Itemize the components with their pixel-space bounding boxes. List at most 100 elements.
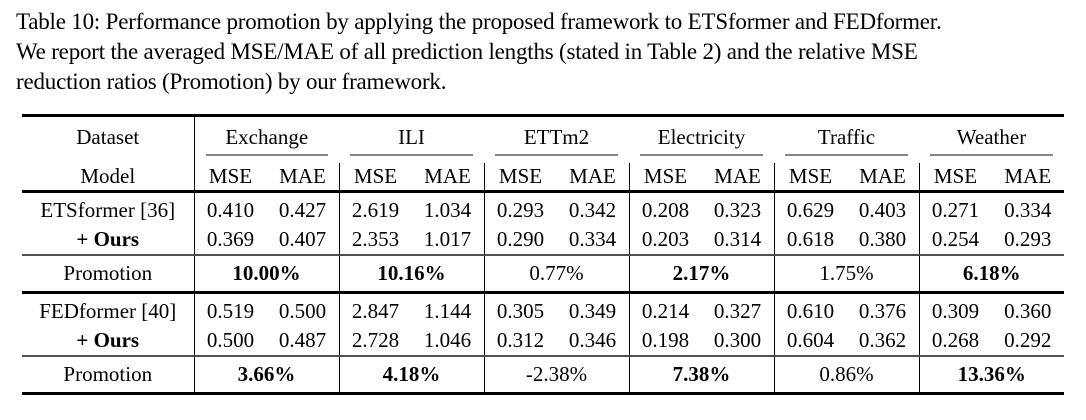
metric-header-cell: MAE xyxy=(266,162,340,192)
value-cell: 0.369 xyxy=(206,226,255,251)
promotion-row-etsformer: Promotion 10.00% 10.16% 0.77% 2.17% 1.75… xyxy=(22,254,1064,293)
value-cell: 0.208 xyxy=(641,198,690,223)
header-dataset-exchange: Exchange xyxy=(194,116,339,163)
header-model-label: Model xyxy=(22,162,195,192)
value-cell: 2.728 xyxy=(351,327,400,352)
value-cell: 0.309 xyxy=(931,299,980,324)
metric-header-cell: MSE xyxy=(643,163,688,188)
value-cell: 0.500 xyxy=(206,327,255,352)
value-cell: 0.403 xyxy=(846,191,920,225)
value-cell: 0.407 xyxy=(266,224,340,255)
value-cell: 0.292 xyxy=(1004,327,1052,352)
header-row-metrics: Model MSE MAE MSE MAE MSE MAE MSE MAE MS… xyxy=(22,162,1064,192)
table-row-etsformer-ours: + Ours 0.369 0.407 2.353 1.017 0.290 0.3… xyxy=(22,224,1064,255)
value-cell: 0.362 xyxy=(846,325,920,356)
value-cell: 0.334 xyxy=(556,224,630,255)
header-dataset-traffic: Traffic xyxy=(774,116,919,163)
dataset-name-underlined: Traffic xyxy=(785,125,908,156)
promotion-value-cell: 3.66% xyxy=(194,355,340,394)
value-cell: 0.349 xyxy=(556,292,630,326)
value-cell: 0.618 xyxy=(786,226,835,251)
results-table: Dataset Exchange ILI ETTm2 Electricity T… xyxy=(22,114,1064,395)
promotion-value-cell: 2.17% xyxy=(629,254,775,293)
value-cell: 0.323 xyxy=(701,191,775,225)
value-cell: 0.293 xyxy=(496,198,545,223)
value-cell: 0.198 xyxy=(641,327,690,352)
paper-page: Table 10: Performance promotion by apply… xyxy=(16,7,1074,395)
value-cell: 0.604 xyxy=(786,327,835,352)
metric-header-cell: MSE xyxy=(788,163,833,188)
promotion-value-cell: 13.36% xyxy=(957,361,1026,386)
value-cell: 0.290 xyxy=(496,226,545,251)
header-dataset-ili: ILI xyxy=(339,116,484,163)
promotion-row-fedformer: Promotion 3.66% 4.18% -2.38% 7.38% 0.86%… xyxy=(22,355,1064,394)
value-cell: 0.610 xyxy=(786,299,835,324)
value-cell: 0.203 xyxy=(641,226,690,251)
promotion-value-cell: 10.16% xyxy=(339,254,485,293)
value-cell: 2.353 xyxy=(351,226,400,251)
promotion-value-cell: 6.18% xyxy=(962,260,1021,285)
model-name-cell: FEDformer [40] xyxy=(22,292,195,326)
promotion-value-cell: 0.86% xyxy=(774,355,920,394)
value-cell: 1.034 xyxy=(411,191,485,225)
caption-line-2: We report the averaged MSE/MAE of all pr… xyxy=(16,39,918,64)
header-dataset-ettm2: ETTm2 xyxy=(484,116,629,163)
value-cell: 0.500 xyxy=(266,292,340,326)
dataset-name-underlined: Exchange xyxy=(205,125,328,156)
promotion-value-cell: 10.00% xyxy=(194,254,340,293)
value-cell: 0.342 xyxy=(556,191,630,225)
dataset-name-underlined: Electricity xyxy=(640,125,763,156)
value-cell: 0.376 xyxy=(846,292,920,326)
value-cell: 0.268 xyxy=(931,327,980,352)
value-cell: 0.314 xyxy=(701,224,775,255)
value-cell: 0.254 xyxy=(931,226,980,251)
model-name-cell: ETSformer [36] xyxy=(22,191,195,225)
promotion-label: Promotion xyxy=(22,355,195,394)
value-cell: 1.144 xyxy=(411,292,485,326)
table-row-etsformer: ETSformer [36] 0.410 0.427 2.619 1.034 0… xyxy=(22,191,1064,225)
metric-header-cell: MSE xyxy=(208,163,253,188)
value-cell: 1.046 xyxy=(411,325,485,356)
value-cell: 2.619 xyxy=(351,198,400,223)
value-cell: 0.427 xyxy=(266,191,340,225)
table-row-fedformer: FEDformer [40] 0.519 0.500 2.847 1.144 0… xyxy=(22,292,1064,326)
header-row-datasets: Dataset Exchange ILI ETTm2 Electricity T… xyxy=(22,115,1064,163)
dataset-name-underlined: Weather xyxy=(930,125,1053,156)
value-cell: 0.293 xyxy=(1004,226,1052,251)
promotion-value-cell: 1.75% xyxy=(774,254,920,293)
metric-header-cell: MSE xyxy=(933,163,978,188)
promotion-value-cell: -2.38% xyxy=(484,355,630,394)
value-cell: 0.312 xyxy=(496,327,545,352)
value-cell: 0.360 xyxy=(1004,299,1052,324)
value-cell: 0.380 xyxy=(846,224,920,255)
metric-header-cell: MAE xyxy=(701,162,775,192)
promotion-value-cell: 4.18% xyxy=(339,355,485,394)
value-cell: 0.214 xyxy=(641,299,690,324)
table-caption: Table 10: Performance promotion by apply… xyxy=(16,7,1074,97)
promotion-value-cell: 7.38% xyxy=(629,355,775,394)
dataset-name-underlined: ETTm2 xyxy=(495,125,618,156)
value-cell: 0.300 xyxy=(701,325,775,356)
promotion-label: Promotion xyxy=(22,254,195,293)
value-cell: 0.271 xyxy=(931,198,980,223)
value-cell: 0.305 xyxy=(496,299,545,324)
metric-header-cell: MAE xyxy=(411,162,485,192)
model-name-cell: + Ours xyxy=(22,325,195,356)
value-cell: 0.346 xyxy=(556,325,630,356)
value-cell: 0.519 xyxy=(206,299,255,324)
metric-header-cell: MAE xyxy=(556,162,630,192)
value-cell: 0.487 xyxy=(266,325,340,356)
value-cell: 0.327 xyxy=(701,292,775,326)
value-cell: 1.017 xyxy=(411,224,485,255)
header-dataset-electricity: Electricity xyxy=(629,116,774,163)
metric-header-cell: MAE xyxy=(846,162,920,192)
metric-header-cell: MSE xyxy=(353,163,398,188)
model-name-cell: + Ours xyxy=(22,224,195,255)
caption-line-3: reduction ratios (Promotion) by our fram… xyxy=(16,69,447,94)
header-dataset-label: Dataset xyxy=(22,115,195,163)
dataset-name-underlined: ILI xyxy=(350,125,473,156)
value-cell: 0.410 xyxy=(206,198,255,223)
header-dataset-weather: Weather xyxy=(919,116,1064,163)
value-cell: 2.847 xyxy=(351,299,400,324)
metric-header-cell: MSE xyxy=(498,163,543,188)
